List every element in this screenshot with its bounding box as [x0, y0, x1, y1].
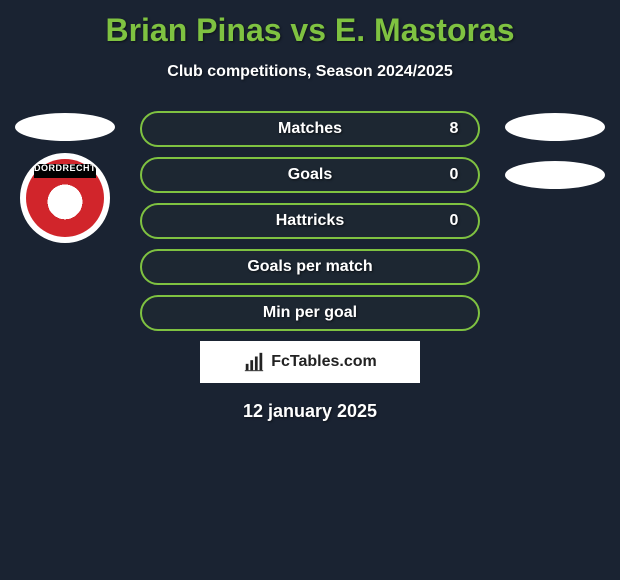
stat-label: Matches: [190, 120, 430, 138]
stat-row: Min per goal: [140, 295, 480, 331]
stats-table: Matches 8 Goals 0 Hattricks 0 Goals per …: [140, 111, 480, 331]
left-flag-icon: [15, 113, 115, 141]
stat-row: Matches 8: [140, 111, 480, 147]
left-player-column: DORDRECHT: [10, 111, 120, 243]
stat-right-value: 0: [430, 166, 478, 184]
watermark-text: FcTables.com: [271, 353, 377, 371]
date-text: 12 january 2025: [0, 401, 620, 422]
comparison-content: DORDRECHT Matches 8 Goals 0 Hattricks 0 …: [0, 111, 620, 422]
left-club-badge: DORDRECHT: [20, 153, 110, 243]
stat-row: Goals 0: [140, 157, 480, 193]
watermark: FcTables.com: [200, 341, 420, 383]
stat-label: Goals per match: [190, 258, 430, 276]
subtitle: Club competitions, Season 2024/2025: [0, 63, 620, 81]
stat-label: Goals: [190, 166, 430, 184]
stat-label: Hattricks: [190, 212, 430, 230]
stat-label: Min per goal: [190, 304, 430, 322]
club-badge-text: DORDRECHT: [22, 163, 108, 173]
chart-icon: [243, 351, 265, 373]
right-player-column: [500, 111, 610, 201]
stat-right-value: 8: [430, 120, 478, 138]
right-club-placeholder: [505, 161, 605, 189]
stat-row: Goals per match: [140, 249, 480, 285]
page-title: Brian Pinas vs E. Mastoras: [0, 0, 620, 49]
stat-row: Hattricks 0: [140, 203, 480, 239]
right-flag-icon: [505, 113, 605, 141]
stat-right-value: 0: [430, 212, 478, 230]
